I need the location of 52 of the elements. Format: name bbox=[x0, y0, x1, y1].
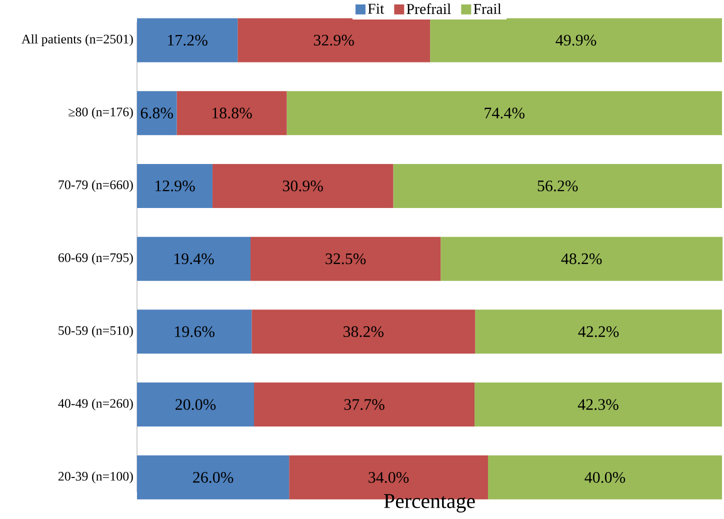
y-tick-label: 70-79 (n=660) bbox=[58, 180, 133, 192]
bar bbox=[254, 382, 475, 427]
y-tick-label: 60-69 (n=795) bbox=[58, 252, 133, 265]
y-tick-label: 50-59 (n=510) bbox=[58, 326, 133, 338]
bar bbox=[137, 455, 290, 500]
bar bbox=[137, 236, 250, 281]
bar bbox=[474, 382, 722, 427]
data-label: 6.8% bbox=[140, 108, 174, 118]
bar bbox=[176, 91, 287, 136]
y-tick-label: All patients (n=2501) bbox=[22, 34, 133, 46]
data-label: 40.0% bbox=[584, 472, 626, 483]
data-label: 20.0% bbox=[176, 399, 216, 410]
data-label: 12.9% bbox=[155, 180, 195, 192]
bar bbox=[137, 310, 252, 354]
y-tick-label: 40-49 (n=260) bbox=[58, 398, 133, 410]
data-label: 30.9% bbox=[282, 180, 323, 192]
y-tick-label: 20-39 (n=100) bbox=[58, 472, 133, 484]
x-axis-title: Percentage bbox=[384, 494, 475, 512]
bar bbox=[212, 164, 394, 208]
data-label: 26.0% bbox=[193, 472, 234, 483]
data-label: 38.2% bbox=[344, 326, 384, 338]
data-label: 19.6% bbox=[175, 326, 214, 338]
bar bbox=[238, 18, 430, 62]
legend-label: Prefrail bbox=[406, 3, 451, 14]
data-label: 19.4% bbox=[174, 253, 214, 264]
bar bbox=[137, 91, 177, 136]
bar bbox=[137, 164, 212, 208]
bar bbox=[137, 18, 238, 62]
bar bbox=[137, 382, 254, 427]
y-tick-label: ≥80 (n=176) bbox=[68, 107, 133, 119]
bar bbox=[393, 164, 722, 208]
bar bbox=[286, 91, 722, 136]
bar bbox=[252, 310, 476, 354]
data-label: 49.9% bbox=[556, 34, 596, 46]
data-label: 32.5% bbox=[326, 253, 366, 264]
bar bbox=[440, 236, 723, 281]
data-label: 56.2% bbox=[538, 180, 578, 192]
bar bbox=[475, 310, 722, 354]
data-label: 17.2% bbox=[168, 34, 208, 46]
data-label: 32.9% bbox=[314, 34, 354, 46]
data-label: 18.8% bbox=[212, 108, 252, 118]
legend-label: Frail bbox=[474, 3, 502, 14]
data-label: 34.0% bbox=[368, 472, 409, 483]
legend-label: Fit bbox=[368, 4, 384, 14]
data-label: 74.4% bbox=[484, 108, 524, 118]
data-label: 42.3% bbox=[578, 399, 618, 410]
data-label: 48.2% bbox=[561, 253, 602, 264]
data-label: 42.2% bbox=[578, 326, 619, 338]
bar bbox=[488, 455, 722, 500]
bar bbox=[430, 18, 722, 62]
bar bbox=[250, 236, 441, 281]
data-label: 37.7% bbox=[344, 399, 384, 410]
